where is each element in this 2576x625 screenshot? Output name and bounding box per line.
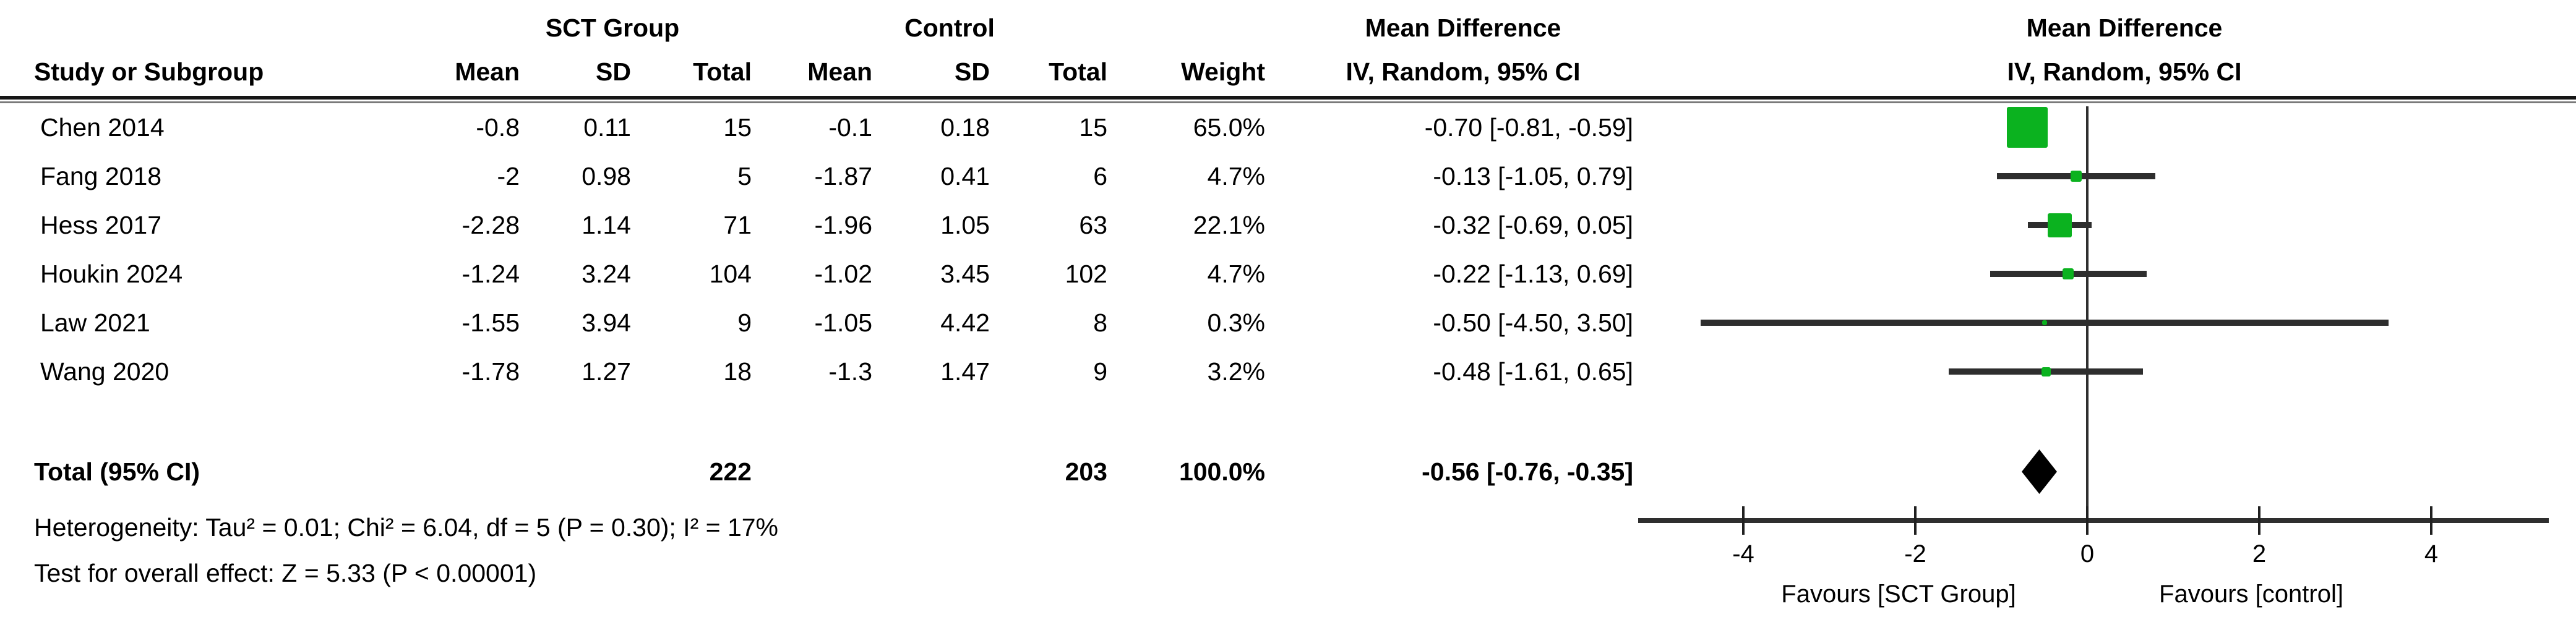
col-header-ctrl-total: Total	[1049, 57, 1107, 86]
col-header-sct-total: Total	[693, 57, 752, 86]
row-ctrl-sd: 0.18	[940, 113, 990, 142]
favours-right-label: Favours [control]	[2159, 580, 2343, 608]
row-weight: 0.3%	[1207, 308, 1265, 337]
row-weight: 22.1%	[1193, 211, 1265, 239]
header-rule	[0, 96, 2576, 100]
col-header-ctrl-sd: SD	[955, 57, 990, 86]
x-axis-line	[1638, 518, 2549, 523]
row-sct-total: 18	[723, 357, 752, 386]
total-ci-text: -0.56 [-0.76, -0.35]	[1422, 457, 1633, 486]
col-header-sct-sd: SD	[596, 57, 631, 86]
row-sct-total: 104	[709, 260, 752, 288]
row-ctrl-total: 15	[1079, 113, 1107, 142]
axis-tick	[2258, 506, 2260, 535]
row-study: Fang 2018	[40, 162, 162, 190]
study-marker	[2070, 171, 2082, 182]
row-sct-sd: 0.11	[583, 113, 631, 142]
row-ctrl-mean: -1.3	[828, 357, 872, 386]
row-ci-text: -0.50 [-4.50, 3.50]	[1433, 308, 1633, 337]
row-ctrl-total: 9	[1093, 357, 1107, 386]
favours-left-label: Favours [SCT Group]	[1781, 580, 2016, 608]
row-weight: 4.7%	[1207, 260, 1265, 288]
col-header-sct-mean: Mean	[455, 57, 520, 86]
group-header-mean-difference-left: Mean Difference	[1365, 14, 1561, 42]
col-header-ci-right: IV, Random, 95% CI	[2007, 57, 2242, 86]
row-ci-text: -0.22 [-1.13, 0.69]	[1433, 260, 1633, 288]
row-ctrl-total: 102	[1065, 260, 1107, 288]
row-sct-mean: -2	[497, 162, 520, 190]
axis-tick-label: -4	[1732, 540, 1754, 568]
axis-tick	[2430, 506, 2432, 535]
axis-tick-label: -2	[1904, 540, 1926, 568]
row-sct-mean: -2.28	[462, 211, 520, 239]
row-sct-total: 71	[723, 211, 752, 239]
row-weight: 65.0%	[1193, 113, 1265, 142]
axis-tick	[1914, 506, 1917, 535]
row-ctrl-total: 63	[1079, 211, 1107, 239]
total-weight: 100.0%	[1179, 457, 1265, 486]
row-sct-sd: 1.14	[582, 211, 631, 239]
row-ctrl-mean: -1.02	[814, 260, 872, 288]
row-ctrl-mean: -1.05	[814, 308, 872, 337]
row-ctrl-sd: 1.05	[940, 211, 990, 239]
row-sct-total: 15	[723, 113, 752, 142]
row-ctrl-sd: 4.42	[940, 308, 990, 337]
group-header-sct: SCT Group	[545, 14, 680, 42]
total-row-label: Total (95% CI)	[34, 457, 200, 486]
axis-tick	[1742, 506, 1745, 535]
study-marker	[2006, 107, 2048, 148]
row-sct-total: 5	[737, 162, 752, 190]
header-rule-shadow	[0, 101, 2576, 103]
row-sct-mean: -0.8	[476, 113, 520, 142]
total-ctrl-total: 203	[1065, 457, 1107, 486]
row-ci-text: -0.13 [-1.05, 0.79]	[1433, 162, 1633, 190]
heterogeneity-text: Heterogeneity: Tau² = 0.01; Chi² = 6.04,…	[34, 513, 779, 542]
row-sct-mean: -1.78	[462, 357, 520, 386]
row-weight: 3.2%	[1207, 357, 1265, 386]
row-ctrl-mean: -1.87	[814, 162, 872, 190]
row-sct-mean: -1.55	[462, 308, 520, 337]
col-header-study: Study or Subgroup	[34, 57, 264, 86]
overall-effect-text: Test for overall effect: Z = 5.33 (P < 0…	[34, 559, 537, 587]
row-study: Wang 2020	[40, 357, 170, 386]
row-ctrl-total: 8	[1093, 308, 1107, 337]
row-ctrl-sd: 0.41	[940, 162, 990, 190]
col-header-ctrl-mean: Mean	[807, 57, 872, 86]
row-study: Law 2021	[40, 308, 150, 337]
row-sct-sd: 0.98	[582, 162, 631, 190]
row-ci-text: -0.70 [-0.81, -0.59]	[1424, 113, 1633, 142]
axis-tick	[2086, 506, 2089, 535]
study-marker	[2041, 367, 2051, 376]
total-diamond	[2022, 449, 2058, 494]
study-marker	[2063, 268, 2074, 279]
axis-tick-label: 4	[2424, 540, 2439, 568]
row-sct-total: 9	[737, 308, 752, 337]
row-ctrl-mean: -1.96	[814, 211, 872, 239]
row-ctrl-mean: -0.1	[828, 113, 872, 142]
row-ctrl-sd: 1.47	[940, 357, 990, 386]
row-study: Chen 2014	[40, 113, 165, 142]
row-ctrl-total: 6	[1093, 162, 1107, 190]
row-ctrl-sd: 3.45	[940, 260, 990, 288]
row-weight: 4.7%	[1207, 162, 1265, 190]
col-header-ci-left: IV, Random, 95% CI	[1346, 57, 1581, 86]
study-marker	[2048, 213, 2072, 237]
axis-tick-label: 2	[2252, 540, 2267, 568]
row-sct-mean: -1.24	[462, 260, 520, 288]
row-sct-sd: 1.27	[582, 357, 631, 386]
col-header-weight: Weight	[1181, 57, 1265, 86]
row-study: Hess 2017	[40, 211, 162, 239]
row-study: Houkin 2024	[40, 260, 183, 288]
row-ci-text: -0.48 [-1.61, 0.65]	[1433, 357, 1633, 386]
group-header-control: Control	[904, 14, 995, 42]
row-ci-text: -0.32 [-0.69, 0.05]	[1433, 211, 1633, 239]
axis-tick-label: 0	[2080, 540, 2095, 568]
row-sct-sd: 3.94	[582, 308, 631, 337]
total-sct-total: 222	[709, 457, 752, 486]
group-header-mean-difference-right: Mean Difference	[2026, 14, 2223, 42]
row-sct-sd: 3.24	[582, 260, 631, 288]
study-marker	[2041, 320, 2047, 325]
